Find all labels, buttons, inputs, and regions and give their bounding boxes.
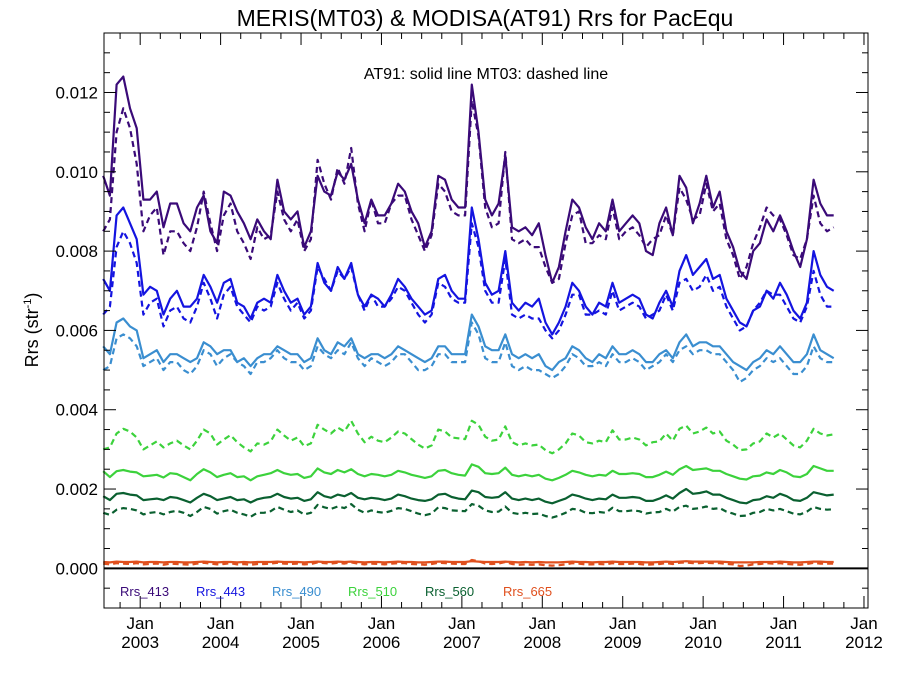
x-tick-month-label: Jan bbox=[448, 614, 475, 633]
y-tick-label: 0.000 bbox=[55, 559, 98, 578]
x-tick-month-label: Jan bbox=[850, 614, 877, 633]
series-rrs-665-dashed-line bbox=[103, 558, 834, 568]
x-tick-month-label: Jan bbox=[126, 614, 153, 633]
y-tick-label: 0.012 bbox=[55, 83, 98, 102]
x-tick-year-label: 2004 bbox=[202, 633, 240, 652]
series-rrs-560-solid-line bbox=[102, 487, 834, 505]
series-rrs-490-dashed-line bbox=[102, 321, 834, 384]
legend-entry-rrs-443: Rrs_443 bbox=[196, 584, 245, 599]
x-tick-year-label: 2005 bbox=[282, 633, 320, 652]
x-tick-month-label: Jan bbox=[287, 614, 314, 633]
series-rrs-510-solid-line bbox=[102, 463, 834, 482]
y-tick-label: 0.004 bbox=[55, 401, 98, 420]
x-tick-month-label: Jan bbox=[689, 614, 716, 633]
plot-frame bbox=[103, 32, 869, 609]
x-tick-year-label: 2006 bbox=[363, 633, 401, 652]
legend-entry-rrs-510: Rrs_510 bbox=[348, 584, 397, 599]
x-axis: Jan2003Jan2004Jan2005Jan2006Jan2007Jan20… bbox=[119, 33, 883, 652]
x-tick-month-label: Jan bbox=[609, 614, 636, 633]
y-axis-label-sup: -1 bbox=[22, 299, 34, 309]
legend-entry-rrs-665: Rrs_665 bbox=[503, 584, 552, 599]
y-tick-label: 0.002 bbox=[55, 480, 98, 499]
y-axis: 0.000 0.002 0.004 0.006 0.008 0.010 0.012 bbox=[55, 32, 868, 609]
legend-entry-rrs-560: Rrs_560 bbox=[425, 584, 474, 599]
series-rrs-413-dashed-line bbox=[102, 99, 835, 284]
x-tick-year-label: 2003 bbox=[121, 633, 159, 652]
x-tick-month-label: Jan bbox=[770, 614, 797, 633]
series-rrs-665-solid-line bbox=[103, 560, 834, 564]
y-tick-label: 0.008 bbox=[55, 242, 98, 261]
y-axis-label-end: ) bbox=[22, 293, 42, 299]
x-tick-year-label: 2008 bbox=[523, 633, 561, 652]
legend-entry-rrs-413: Rrs_413 bbox=[120, 584, 169, 599]
y-axis-label: Rrs (str-1) bbox=[22, 293, 42, 368]
x-tick-month-label: Jan bbox=[207, 614, 234, 633]
x-tick-month-label: Jan bbox=[368, 614, 395, 633]
x-tick-month-label: Jan bbox=[529, 614, 556, 633]
series-layer bbox=[102, 75, 835, 568]
series-rrs-560-dashed-line bbox=[102, 503, 834, 519]
y-axis-label-main: Rrs (str bbox=[22, 308, 42, 367]
x-tick-year-label: 2011 bbox=[765, 633, 802, 652]
y-tick-label: 0.006 bbox=[55, 321, 98, 340]
x-tick-year-label: 2007 bbox=[443, 633, 481, 652]
series-rrs-490-solid-line bbox=[102, 313, 835, 372]
legend: Rrs_413 Rrs_443 Rrs_490 Rrs_510 Rrs_560 Rrs_6… bbox=[120, 584, 552, 599]
y-tick-label: 0.010 bbox=[55, 163, 98, 182]
chart-title: MERIS(MT03) & MODISA(AT91) Rrs for PacEq… bbox=[237, 5, 734, 31]
line-style-annotation: AT91: solid line MT03: dashed line bbox=[364, 66, 608, 83]
series-rrs-510-dashed-line bbox=[102, 419, 834, 455]
x-tick-year-label: 2010 bbox=[684, 633, 722, 652]
x-tick-year-label: 2012 bbox=[845, 633, 883, 652]
series-rrs-443-dashed-line bbox=[102, 222, 834, 340]
legend-entry-rrs-490: Rrs_490 bbox=[272, 584, 321, 599]
x-tick-year-label: 2009 bbox=[604, 633, 642, 652]
